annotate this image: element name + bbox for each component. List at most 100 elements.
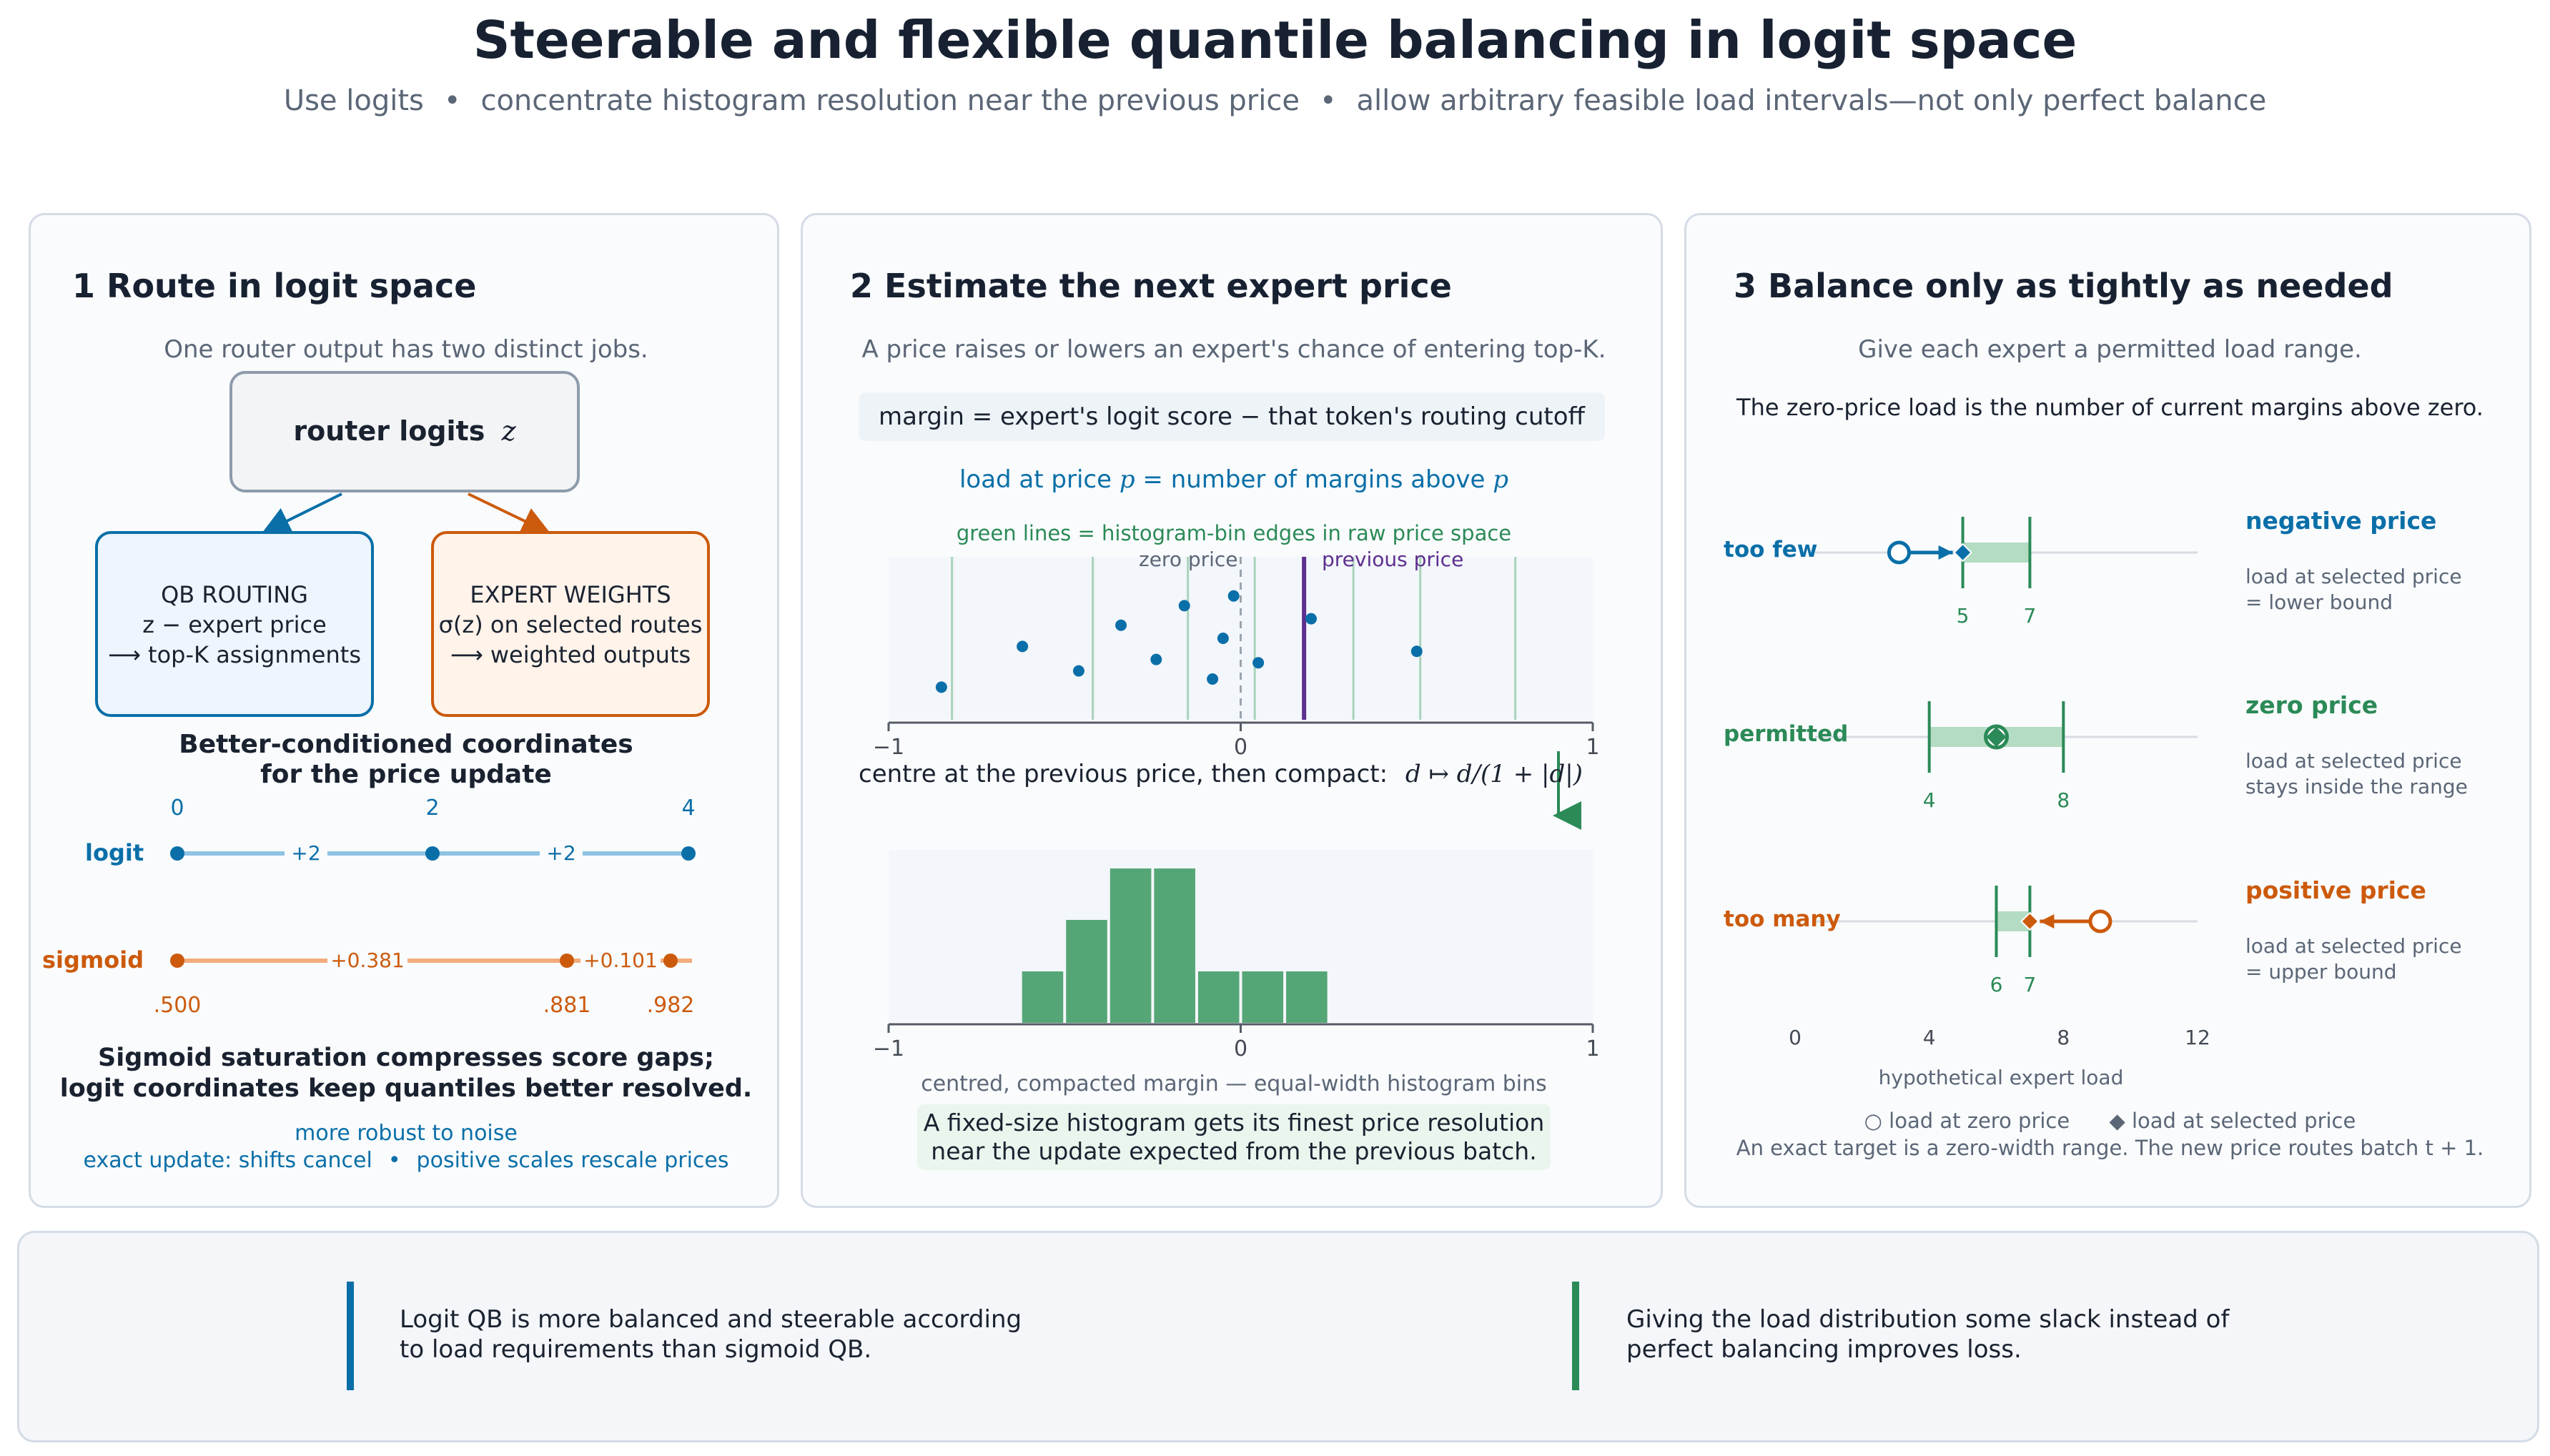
- takeaway-logit-qb: Logit QB is more balanced and steerable …: [400, 1305, 1022, 1364]
- histogram-bar: [1242, 971, 1284, 1023]
- subtitle-part-1: Use logits: [283, 84, 424, 117]
- zero-price-load-marker: [1887, 540, 1911, 565]
- margin-point: [1227, 590, 1240, 602]
- load-legend: ○ load at zero price ◆ load at selected …: [1686, 1109, 2534, 1133]
- price-shift-arrowhead: [2040, 914, 2055, 928]
- selected-price-load-marker: [1953, 543, 1972, 563]
- panel-estimate-next-price: 2 Estimate the next expert price A price…: [801, 213, 1663, 1208]
- row-label-too-few: too few: [1724, 537, 1818, 563]
- qb-routing-box: QB ROUTING z − expert price ⟶ top-K assi…: [95, 531, 374, 717]
- panel-3-subtitle: Give each expert a permitted load range.: [1858, 335, 2362, 364]
- price-symbol: p: [1493, 465, 1509, 494]
- subtitle-separator: •: [443, 84, 461, 117]
- sigmoid-summary: Sigmoid saturation compresses score gaps…: [31, 1043, 781, 1104]
- zero-load-note: The zero-price load is the number of cur…: [1736, 394, 2484, 421]
- load-axis-tick-label: 8: [2057, 1026, 2070, 1049]
- sigmoid-value: .881: [543, 993, 591, 1018]
- sigmoid-point: [560, 954, 574, 968]
- range-bound-label: 5: [1957, 604, 1970, 628]
- zero-price-heading: zero price: [2245, 691, 2378, 719]
- logit-value: 0: [170, 796, 184, 821]
- subtitle-part-3: allow arbitrary feasible load intervals—…: [1356, 84, 2267, 117]
- compact-text: centre at the previous price, then compa…: [859, 760, 1388, 788]
- expert-weights-title: EXPERT WEIGHTS: [470, 581, 671, 608]
- range-bound-label: 7: [2024, 604, 2037, 628]
- margin-point: [1178, 600, 1190, 612]
- bin-edges-caption: green lines = histogram-bin edges in raw…: [956, 521, 1512, 545]
- sigmoid-gap: +0.381: [330, 949, 405, 972]
- page-title: Steerable and flexible quantile balancin…: [473, 10, 2077, 70]
- expert-weights-line-2: σ(z) on selected routes: [438, 611, 703, 638]
- benefit-shifts-cancel: exact update: shifts cancel: [83, 1148, 372, 1173]
- logit-value: 4: [681, 796, 696, 821]
- sigmoid-point: [170, 954, 184, 968]
- margin-point: [1072, 665, 1084, 677]
- expert-weights-line-3: ⟶ weighted outputs: [450, 641, 691, 668]
- takeaways-footer: Logit QB is more balanced and steerable …: [17, 1231, 2539, 1442]
- row-label-too-many: too many: [1724, 906, 1841, 932]
- exact-target-footnote: An exact target is a zero-width range. T…: [1736, 1136, 2484, 1160]
- logit-benefits: more robust to noise exact update: shift…: [31, 1120, 781, 1174]
- compact-formula: d ↦ d/(1 + |d|): [1405, 760, 1583, 788]
- sigmoid-summary-line-2: logit coordinates keep quantiles better …: [59, 1074, 753, 1103]
- margin-point: [1017, 640, 1029, 653]
- axis-tick-label: −1: [873, 1036, 904, 1061]
- sigmoid-value: .982: [646, 993, 695, 1018]
- margin-point: [1150, 653, 1162, 665]
- arrow-to-qb-routing: [261, 492, 342, 534]
- row-label-permitted: permitted: [1724, 721, 1849, 747]
- expert-weights-box: EXPERT WEIGHTS σ(z) on selected routes ⟶…: [431, 531, 710, 717]
- panel-1-graphics: [170, 492, 696, 973]
- load-axis-label: hypothetical expert load: [1878, 1066, 2124, 1089]
- arrow-to-expert-weights: [468, 492, 551, 535]
- takeaway-bar-blue: [347, 1282, 354, 1390]
- qb-routing-line-3: ⟶ top-K assignments: [108, 641, 361, 668]
- histogram-bar: [1197, 971, 1240, 1023]
- sigmoid-gap: +0.101: [583, 949, 658, 972]
- load-definition: load at price p = number of margins abov…: [803, 465, 1665, 494]
- benefit-robust: more robust to noise: [295, 1121, 518, 1146]
- previous-price-label: previous price: [1322, 548, 1464, 571]
- qb-routing-line-2: z − expert price: [142, 611, 327, 638]
- range-bound-label: 6: [1990, 973, 2003, 996]
- histogram-bar: [1066, 920, 1107, 1023]
- positive-price-heading: positive price: [2245, 876, 2426, 904]
- selected-price-load-marker: [2020, 911, 2040, 931]
- load-axis-tick-label: 4: [1923, 1026, 1936, 1049]
- zero-price-load-marker: [2088, 909, 2112, 933]
- axis-tick-label: 1: [1586, 735, 1599, 760]
- panel-balance-as-needed: 3 Balance only as tightly as needed Give…: [1684, 213, 2531, 1208]
- logit-gap: +2: [291, 841, 321, 865]
- takeaway-bar-green: [1572, 1282, 1579, 1390]
- histogram-note-line-2: near the update expected from the previo…: [931, 1137, 1537, 1165]
- logit-row-label: logit: [85, 839, 144, 866]
- panel-3-load-chart: 5 74 86 70 4 8 12: [1789, 517, 2210, 1049]
- load-axis-tick-label: 12: [2185, 1026, 2210, 1049]
- margin-point: [935, 681, 947, 693]
- range-bound-label: 8: [2057, 788, 2070, 812]
- range-bound-label: 4: [1923, 788, 1936, 812]
- coord-heading: Better-conditioned coordinates for the p…: [31, 730, 781, 790]
- panel-1-subtitle: One router output has two distinct jobs.: [164, 335, 648, 364]
- subtitle-part-2: concentrate histogram resolution near th…: [480, 84, 1300, 117]
- logit-point: [170, 846, 184, 861]
- range-bound-label: 7: [2024, 973, 2037, 996]
- margin-point: [1305, 613, 1317, 625]
- page-subtitle: Use logits • concentrate histogram resolut…: [0, 84, 2550, 117]
- panel-1-title: 1 Route in logit space: [72, 267, 477, 305]
- panel-3-title: 3 Balance only as tightly as needed: [1734, 267, 2393, 305]
- histogram-bar: [1154, 868, 1195, 1023]
- router-logits-label: router logits: [293, 415, 485, 447]
- histogram-area: [889, 850, 1593, 1021]
- selected-price-load-marker: [1986, 727, 2007, 747]
- positive-price-desc: load at selected price = upper bound: [2245, 934, 2462, 984]
- legend-zero-price: ○ load at zero price: [1864, 1109, 2070, 1133]
- price-shift-arrowhead: [1938, 545, 1953, 560]
- negative-price-desc: load at selected price = lower bound: [2245, 565, 2462, 614]
- panel-2-title: 2 Estimate the next expert price: [850, 267, 1452, 305]
- router-logits-symbol: z: [501, 415, 516, 447]
- histogram-note: A fixed-size histogram gets its finest p…: [917, 1104, 1551, 1170]
- axis-tick-label: 1: [1586, 1036, 1599, 1061]
- compact-instruction: centre at the previous price, then compa…: [859, 760, 1583, 788]
- margin-definition: margin = expert's logit score − that tok…: [859, 392, 1605, 441]
